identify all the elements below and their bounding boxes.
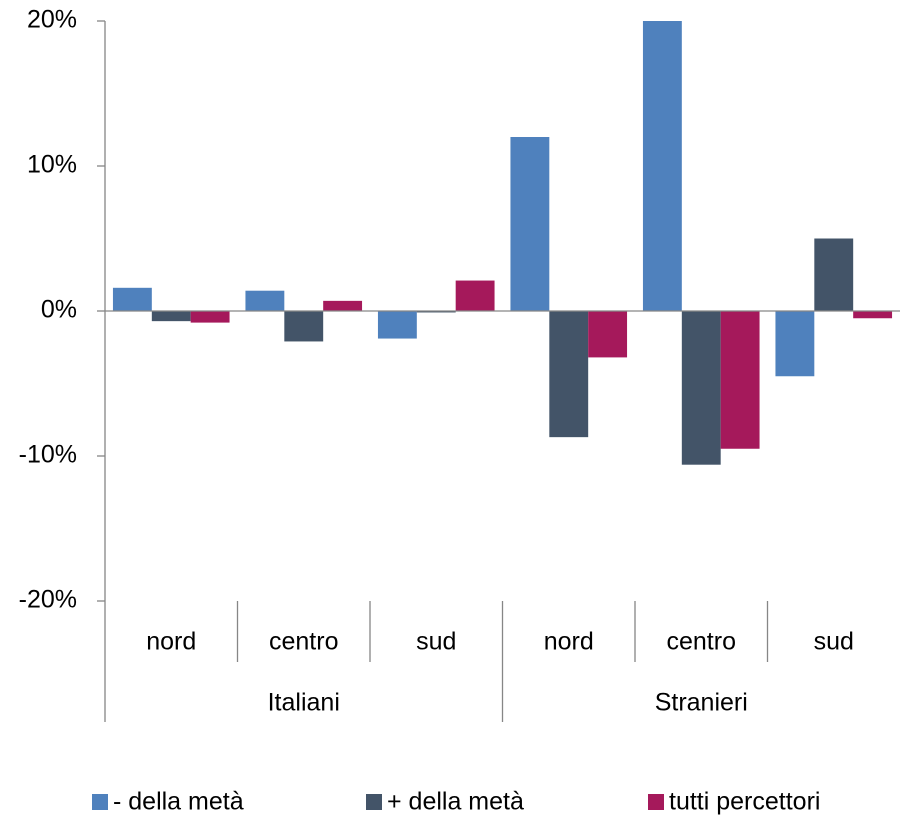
bar: [853, 311, 893, 319]
y-tick-label: -20%: [19, 586, 77, 614]
bar: [112, 287, 152, 311]
bar: [588, 311, 628, 358]
group-label: Italiani: [268, 689, 340, 717]
x-tick-label: nord: [146, 628, 196, 656]
bar: [284, 311, 324, 342]
bar: [151, 311, 191, 322]
bar: [245, 290, 285, 311]
y-tick-label: 10%: [27, 151, 77, 179]
bar: [814, 238, 854, 311]
x-tick-label: centro: [667, 628, 736, 656]
y-tick-label: 20%: [27, 6, 77, 34]
bar: [720, 311, 760, 449]
bar: [549, 311, 589, 438]
x-tick-label: sud: [814, 628, 854, 656]
legend-swatch: [366, 794, 382, 810]
x-tick-label: centro: [269, 628, 338, 656]
legend-label: tutti percettori: [669, 788, 820, 816]
legend-swatch: [92, 794, 108, 810]
bar: [510, 137, 550, 311]
legend-swatch: [648, 794, 664, 810]
legend-label: - della metà: [113, 788, 244, 816]
group-label: Stranieri: [655, 689, 748, 717]
y-tick-label: 0%: [41, 296, 77, 324]
bar: [190, 311, 230, 323]
bar: [416, 311, 456, 313]
bar: [377, 311, 417, 339]
bar: [642, 21, 682, 311]
x-tick-label: nord: [544, 628, 594, 656]
legend-label: + della metà: [387, 788, 524, 816]
bar: [681, 311, 721, 465]
x-tick-label: sud: [416, 628, 456, 656]
y-tick-label: -10%: [19, 441, 77, 469]
bar: [455, 280, 495, 311]
bar: [323, 300, 363, 311]
bar: [775, 311, 815, 377]
